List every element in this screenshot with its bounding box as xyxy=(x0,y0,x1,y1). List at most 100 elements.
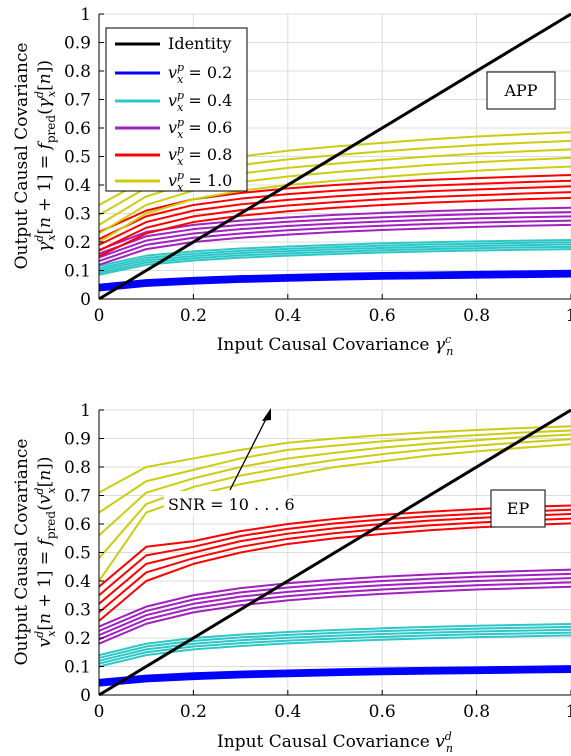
bottom-series-vx_0_6-curve-0 xyxy=(98,585,571,645)
snr-arrow-line xyxy=(229,414,269,491)
top-y-tick-label-7: 0.7 xyxy=(64,91,91,111)
top-y-tick-label-0: 0 xyxy=(80,290,91,310)
bottom-y-axis-formula-end: [n]) xyxy=(35,457,55,488)
bottom-y-axis-formula-mid: [n + 1] = f xyxy=(35,536,55,630)
bottom-y-tick-label-4: 0.4 xyxy=(64,572,91,592)
bottom-y-axis-title: Output Causal Covariance vdx[n + 1] = fp… xyxy=(12,439,58,666)
bottom-y-axis-formula-v2: v xyxy=(35,494,55,504)
bottom-y-axis-formula-sub: x xyxy=(45,630,58,637)
bottom-y-tick-label-1: 0.1 xyxy=(64,658,91,678)
top-y-axis-formula-gamma: γ xyxy=(35,241,55,252)
legend-label-vx-0-8: vp x = 0.8 xyxy=(168,143,232,168)
bottom-axes xyxy=(98,409,571,696)
bottom-x-tick-label-4: 0.8 xyxy=(463,702,490,722)
legend-vx-0-4-sub: x xyxy=(177,101,184,114)
top-tick-labels: 0 0.2 0.4 0.6 0.8 1 0 0.1 0.2 0.3 0.4 0.5 0.6 0.7 0.8 0… xyxy=(64,5,571,326)
top-y-tick-label-4: 0.4 xyxy=(64,176,91,196)
top-y-tick-label-6: 0.6 xyxy=(64,119,91,139)
bottom-y-axis-formula-arg: (v xyxy=(35,494,55,511)
legend-vx-0-2-val: = 0.2 xyxy=(183,63,232,82)
snr-label-bg xyxy=(164,491,292,515)
legend-vx-0-8-val: = 0.8 xyxy=(183,145,232,164)
top-y-axis-formula-arg: (γ xyxy=(35,97,55,115)
bottom-y-tick-label-3: 0.3 xyxy=(64,601,91,621)
legend-vx-0-4-val: = 0.4 xyxy=(183,91,232,110)
top-y-tick-label-2: 0.2 xyxy=(64,233,91,253)
top-y-tick-label-5: 0.5 xyxy=(64,148,91,168)
bottom-series-vx_0_6-curve-2 xyxy=(98,577,571,637)
bottom-y-axis-title-line1: Output Causal Covariance xyxy=(12,439,32,666)
bottom-series-vx_0_4-curve-0 xyxy=(98,634,571,668)
top-series-vx_0_8-curve-0 xyxy=(98,196,571,258)
bottom-y-tick-label-5: 0.5 xyxy=(64,544,91,564)
top-series-vx_0_8-curve-3 xyxy=(98,179,571,241)
top-x-tick-label-2: 0.4 xyxy=(274,306,301,326)
bottom-series-vx_0_4-curve-2 xyxy=(98,628,571,662)
legend-box xyxy=(105,27,248,192)
bottom-y-axis-formula-sup: d xyxy=(33,631,46,638)
legend-vx-1-0-sub: x xyxy=(177,181,184,194)
bottom-series-vx_0_4-curve-4 xyxy=(98,623,571,657)
top-series-vx_0_2-curve-4 xyxy=(98,269,571,287)
app-annotation: APP xyxy=(486,71,556,110)
bottom-series-vx_1_0-curve-3 xyxy=(98,429,571,514)
legend-label-identity: Identity xyxy=(168,34,231,53)
top-x-axis-gamma-sup: c xyxy=(445,333,451,346)
legend-vx-0-6-sub: x xyxy=(177,128,184,141)
bottom-y-tick-label-7: 0.7 xyxy=(64,487,91,507)
bottom-y-tick-label-6: 0.6 xyxy=(64,515,91,535)
top-series-vx_0_8-curve-2 xyxy=(98,185,571,246)
top-x-tick-label-3: 0.6 xyxy=(369,306,396,326)
legend-vx-1-0-sup: p xyxy=(177,169,184,182)
legend-label-vx-0-4: vp x = 0.4 xyxy=(168,89,232,114)
top-x-axis-gamma: γ xyxy=(435,335,446,355)
top-series-group xyxy=(98,12,571,301)
top-x-axis-gamma-sub: n xyxy=(446,345,453,358)
top-y-axis-formula-n2: n xyxy=(35,73,55,84)
top-y-axis-formula-pred: pred xyxy=(44,115,58,144)
top-y-axis-formula-end: [n]) xyxy=(35,60,55,91)
top-series-vx_0_4-curve-0 xyxy=(98,248,571,276)
top-series-vx_0_4-curve-3 xyxy=(98,241,571,270)
bottom-y-axis-formula-sub2: x xyxy=(45,487,58,494)
bottom-y-axis-title-line2: vdx[n + 1] = fpred(vdx[n]) xyxy=(33,457,58,648)
top-y-tick-label-9: 0.9 xyxy=(64,34,91,54)
top-y-axis-formula-sub: x xyxy=(45,234,58,241)
top-chart-panel: 0 0.2 0.4 0.6 0.8 1 0 0.1 0.2 0.3 0.4 0.5 0.6 0.7 0.8 0… xyxy=(12,5,571,358)
top-y-tick-label-10: 1 xyxy=(80,5,91,25)
legend-vx-0-8-sup: p xyxy=(177,143,184,156)
bottom-x-tick-label-2: 0.4 xyxy=(274,702,301,722)
legend-vx-0-4-sup: p xyxy=(177,89,184,102)
top-series-vx_0_6-curve-1 xyxy=(98,219,571,263)
ep-box xyxy=(490,489,546,528)
top-y-tick-label-8: 0.8 xyxy=(64,62,91,82)
bottom-y-axis-formula-n1: n xyxy=(35,613,55,624)
legend-label-vx-0-2: vp x = 0.2 xyxy=(168,61,232,86)
bottom-y-axis-formula-f: f xyxy=(35,536,55,547)
legend-vx-0-2-sup: p xyxy=(177,61,184,74)
top-series-identity xyxy=(98,12,571,301)
bottom-series-vx_0_4-curve-3 xyxy=(98,625,571,659)
bottom-y-axis-formula-n2: n xyxy=(35,470,55,481)
top-y-axis-formula-n1: n xyxy=(35,217,55,228)
top-y-tick-label-3: 0.3 xyxy=(64,205,91,225)
legend-vx-0-6-sup: p xyxy=(177,116,184,129)
snr-label: SNR = 10 . . . 6 xyxy=(168,495,295,514)
top-y-axis-title-line1: Output Causal Covariance xyxy=(12,43,32,270)
top-y-axis-formula-gamma2: γ xyxy=(35,97,55,108)
top-y-tick-label-1: 0.1 xyxy=(64,262,91,282)
bottom-y-tick-label-2: 0.2 xyxy=(64,629,91,649)
top-series-vx_0_6-curve-0 xyxy=(98,223,571,266)
top-y-axis-formula-f: f xyxy=(35,140,55,151)
bottom-x-tick-label-0: 0 xyxy=(94,702,105,722)
top-y-axis-formula-mid: [n + 1] = f xyxy=(35,140,55,234)
ep-label: EP xyxy=(507,499,530,518)
snr-arrow-head xyxy=(262,408,271,421)
snr-annotation: SNR = 10 . . . 6 xyxy=(164,408,295,515)
top-axes xyxy=(98,13,571,300)
top-x-tick-label-0: 0 xyxy=(94,306,105,326)
top-x-axis-title: Input Causal Covariance γc n xyxy=(217,333,454,358)
top-y-axis-formula-sup: d xyxy=(33,235,46,242)
bottom-series-identity xyxy=(98,408,571,697)
top-series-vx_0_6-curve-3 xyxy=(98,211,571,255)
